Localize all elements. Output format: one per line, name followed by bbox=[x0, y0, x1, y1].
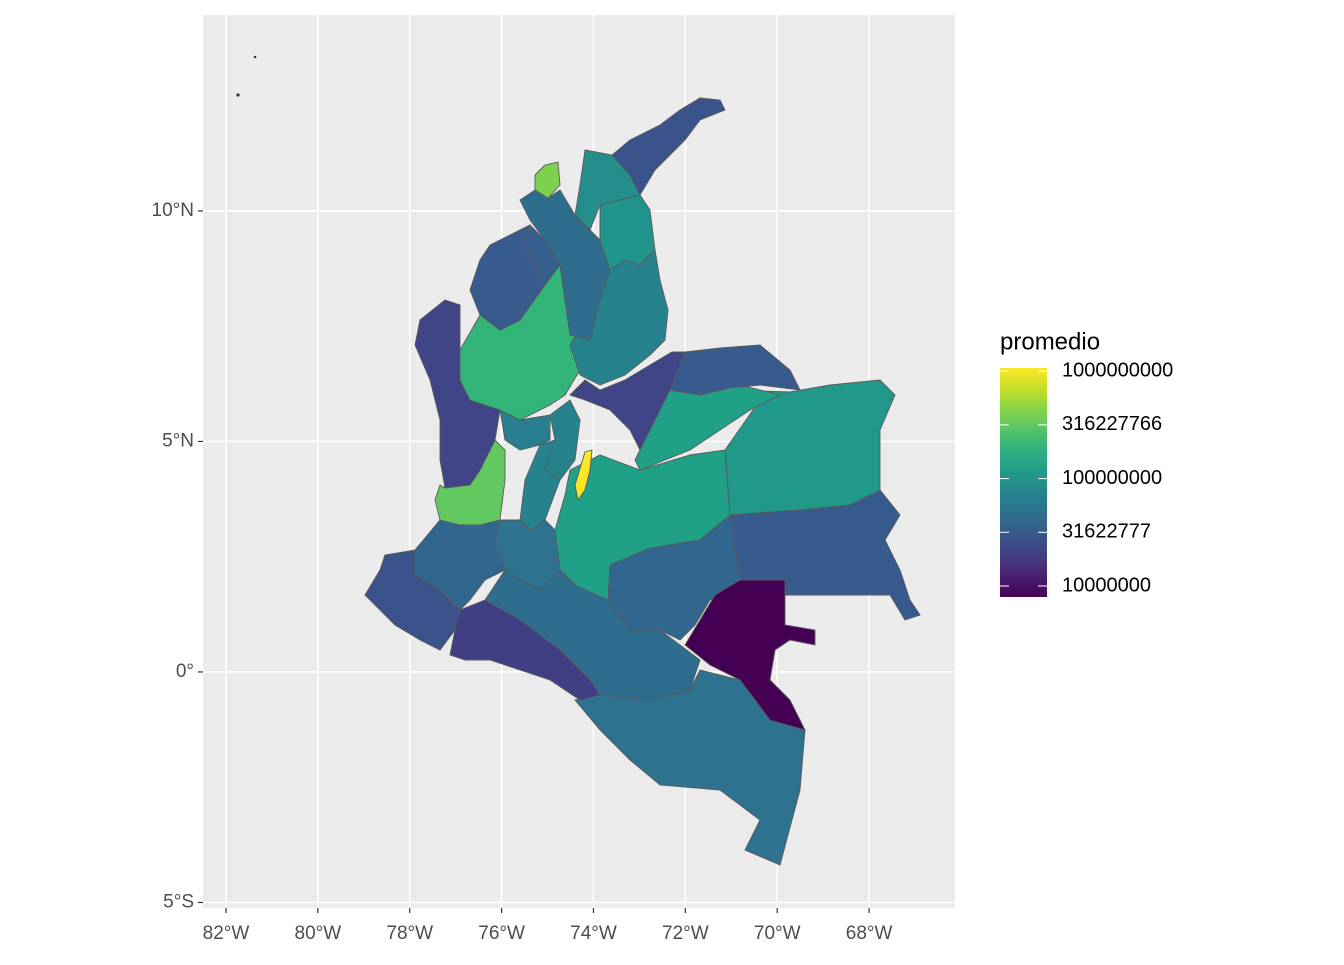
colorbar-label: 10000000 bbox=[1062, 574, 1151, 596]
y-tick-label: 5°S bbox=[163, 891, 194, 912]
x-tick-label: 74°W bbox=[570, 923, 617, 944]
region bbox=[611, 97, 726, 196]
region bbox=[599, 194, 656, 271]
region bbox=[554, 449, 731, 601]
region bbox=[669, 344, 801, 396]
legend-title: promedio bbox=[1000, 328, 1100, 355]
x-tick-label: 80°W bbox=[295, 923, 342, 944]
x-tick-label: 70°W bbox=[754, 923, 801, 944]
region bbox=[544, 399, 581, 481]
colorbar-label: 100000000 bbox=[1062, 467, 1162, 489]
x-tick-label: 76°W bbox=[478, 923, 525, 944]
region bbox=[724, 379, 896, 516]
y-tick-label: 10°N bbox=[152, 200, 194, 221]
region bbox=[449, 599, 601, 701]
region bbox=[574, 449, 593, 502]
y-tick-label: 5°N bbox=[162, 430, 194, 451]
colorbar-label: 31622777 bbox=[1062, 521, 1151, 543]
colorbar-label: 316227766 bbox=[1062, 413, 1162, 435]
region bbox=[414, 299, 501, 489]
island bbox=[236, 93, 240, 97]
region bbox=[569, 351, 686, 452]
x-tick-label: 68°W bbox=[846, 923, 893, 944]
colorbar-label: 1000000000 bbox=[1062, 359, 1173, 381]
region bbox=[534, 161, 561, 199]
island bbox=[253, 55, 257, 59]
region bbox=[499, 409, 551, 451]
x-tick-label: 82°W bbox=[203, 923, 250, 944]
region bbox=[684, 579, 816, 731]
x-tick-label: 78°W bbox=[386, 923, 433, 944]
colorbar bbox=[1000, 368, 1047, 597]
x-tick-label: 72°W bbox=[662, 923, 709, 944]
y-tick-label: 0° bbox=[176, 661, 194, 682]
